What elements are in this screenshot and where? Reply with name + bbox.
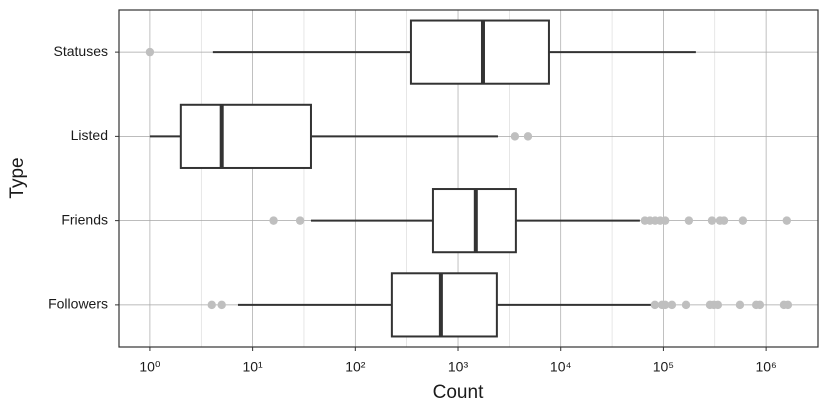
outlier xyxy=(510,132,520,141)
outlier xyxy=(660,300,670,310)
x-axis-title: Count xyxy=(433,382,484,403)
outlier xyxy=(269,216,278,225)
outlier xyxy=(719,216,729,225)
outlier xyxy=(145,47,155,57)
x-tick-label: 10² xyxy=(345,359,366,375)
y-tick-label: Statuses xyxy=(54,43,108,59)
y-tick-label: Friends xyxy=(61,211,108,227)
outlier xyxy=(755,300,765,310)
box xyxy=(390,272,498,338)
outlier xyxy=(735,300,745,310)
outlier xyxy=(713,300,723,310)
outlier xyxy=(667,300,677,310)
outlier xyxy=(707,216,717,225)
outlier xyxy=(217,300,226,310)
outlier xyxy=(782,216,792,225)
outlier xyxy=(684,216,694,225)
x-tick-label: 10⁰ xyxy=(139,359,161,375)
box-group xyxy=(269,188,792,254)
outlier xyxy=(650,300,660,310)
box-group xyxy=(207,272,793,338)
outlier xyxy=(295,216,305,225)
outlier xyxy=(738,216,748,225)
outlier xyxy=(660,216,670,225)
box-group xyxy=(149,103,533,169)
x-tick-label: 10¹ xyxy=(242,359,263,375)
y-tick-label: Followers xyxy=(48,296,108,312)
x-tick-label: 10⁴ xyxy=(550,359,572,375)
box xyxy=(409,19,550,85)
y-tick-label: Listed xyxy=(71,127,108,143)
box-group xyxy=(145,19,696,85)
x-tick-label: 10⁵ xyxy=(653,359,674,375)
plot-border xyxy=(118,9,819,348)
outlier xyxy=(207,300,216,310)
y-axis-title: Type xyxy=(7,157,28,198)
box xyxy=(179,103,312,169)
x-tick-label: 10⁶ xyxy=(755,359,776,375)
outlier xyxy=(523,132,533,141)
x-tick-label: 10³ xyxy=(448,359,469,375)
outlier xyxy=(783,300,793,310)
outlier xyxy=(681,300,691,310)
